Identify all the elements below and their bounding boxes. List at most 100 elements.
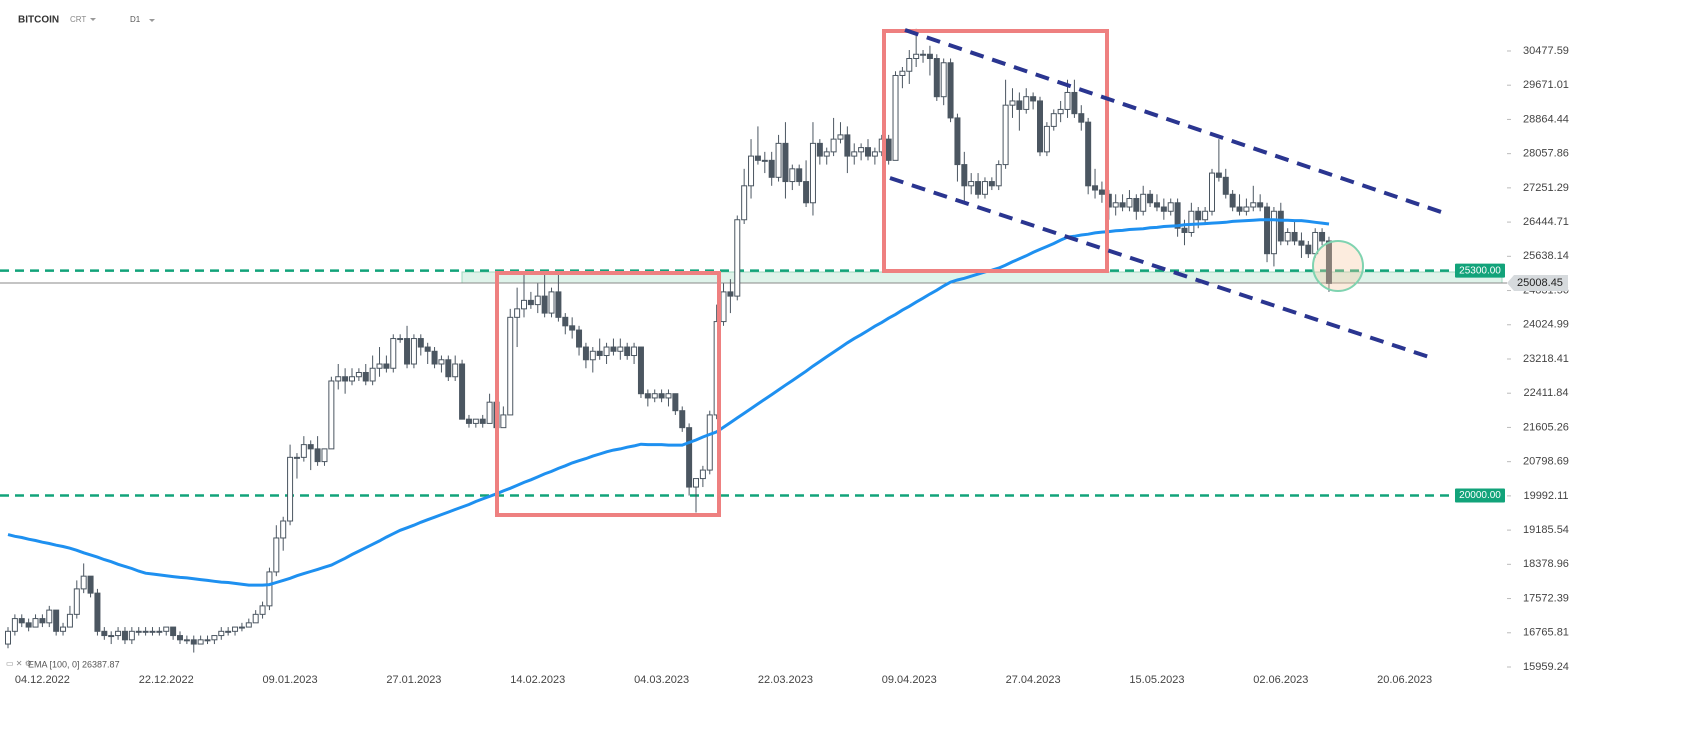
indicator-legend: EMA [100, 0] 26387.87: [28, 659, 120, 669]
candle-body: [954, 117, 961, 166]
candle-body: [1112, 202, 1119, 208]
candle-body: [307, 444, 314, 450]
candle-body: [858, 147, 865, 153]
candle-body: [514, 308, 521, 318]
candle-body: [183, 639, 190, 642]
x-tick-label: 15.05.2023: [1129, 674, 1184, 686]
candle-body: [342, 376, 349, 382]
candle-body: [892, 74, 899, 161]
candle-body: [555, 291, 562, 318]
candle-body: [617, 346, 624, 352]
candle-body: [376, 363, 383, 369]
x-tick-label: 09.04.2023: [882, 674, 937, 686]
candle-body: [521, 299, 527, 310]
candle-body: [644, 393, 651, 399]
y-tick-label: 21605.26: [1523, 421, 1569, 433]
candle-body: [108, 635, 115, 638]
candle-body: [1202, 210, 1209, 221]
candle-body: [933, 58, 940, 98]
candle-body: [686, 427, 693, 488]
candle-body: [1037, 100, 1043, 153]
candle-body: [438, 359, 445, 365]
dropdown-arrow[interactable]: [90, 18, 96, 21]
candle-body: [121, 630, 128, 641]
symbol[interactable]: BITCOIN: [18, 15, 59, 26]
candle-body: [1209, 172, 1215, 212]
candle-body: [603, 346, 610, 357]
candle-body: [734, 219, 741, 297]
candle-body: [926, 53, 933, 60]
y-tick-label: 16765.81: [1523, 627, 1569, 639]
x-tick-label: 27.04.2023: [1006, 674, 1061, 686]
candle-body: [362, 371, 369, 382]
candle-body: [479, 418, 486, 424]
candle-body: [293, 456, 300, 459]
candle-body: [211, 635, 218, 641]
y-tick-label: 18378.96: [1523, 558, 1569, 570]
highlight-box: [882, 29, 1109, 273]
x-tick-label: 20.06.2023: [1377, 674, 1432, 686]
candle-body: [287, 456, 294, 522]
level-tag: [1455, 488, 1505, 503]
candle-body: [610, 346, 617, 352]
candle-body: [135, 630, 142, 633]
price-axis: 30477.59 29671.01 28864.44 28057.86 27251.29…: [1455, 45, 1569, 673]
candle-body: [1016, 100, 1023, 110]
candle-body: [410, 338, 417, 365]
y-tick-label: 24024.99: [1523, 319, 1569, 331]
candle-body: [576, 329, 583, 348]
candle-body: [761, 159, 768, 162]
candle-body: [637, 346, 644, 395]
candle-body: [844, 134, 851, 157]
candle-body: [18, 618, 25, 624]
y-tick-label: 25638.14: [1523, 250, 1569, 262]
y-tick-label: 20798.69: [1523, 456, 1569, 468]
candle-body: [809, 142, 816, 204]
candle-body: [1043, 125, 1050, 153]
candle-body: [1222, 176, 1229, 195]
candle-body: [651, 393, 658, 399]
candle-body: [60, 626, 67, 632]
source[interactable]: CRT: [70, 15, 86, 24]
candle-body: [1167, 202, 1174, 212]
candle-body: [1057, 108, 1064, 115]
candle-body: [920, 53, 927, 56]
candle-body: [541, 295, 548, 314]
candle-body: [1325, 240, 1332, 284]
candle-body: [11, 618, 18, 632]
candle-body: [66, 613, 73, 628]
candle-body: [961, 164, 968, 187]
candle-body: [782, 142, 789, 183]
candle-body: [1140, 193, 1147, 212]
interval[interactable]: D1: [130, 15, 141, 24]
candle-body: [995, 164, 1002, 187]
indicator-icons[interactable]: ▭ ✕ ⚙: [6, 659, 32, 668]
candle-body: [534, 295, 541, 306]
candle-body: [748, 155, 755, 187]
candle-body: [851, 151, 858, 157]
candle-body: [507, 316, 514, 416]
x-tick-label: 04.03.2023: [634, 674, 689, 686]
candle-body: [947, 62, 954, 119]
candle-body: [527, 299, 534, 306]
candle-body: [865, 147, 871, 157]
candle-body: [25, 622, 32, 628]
candle-body: [190, 639, 197, 645]
candle-body: [1291, 231, 1298, 242]
candle-body: [1098, 189, 1105, 195]
candle-body: [981, 181, 988, 195]
candle-body: [232, 626, 239, 632]
candle-body: [871, 151, 878, 157]
dropdown-arrow[interactable]: [149, 19, 155, 22]
candle-body: [1023, 96, 1030, 110]
candle-body: [624, 346, 631, 357]
candle-body: [486, 401, 493, 424]
candle-body: [1147, 193, 1154, 204]
candle-body: [355, 371, 362, 378]
y-tick-label: 22411.84: [1523, 387, 1568, 399]
candle-body: [465, 418, 472, 424]
candle-body: [1264, 206, 1271, 255]
x-tick-label: 02.06.2023: [1253, 674, 1308, 686]
candle-body: [197, 639, 204, 645]
